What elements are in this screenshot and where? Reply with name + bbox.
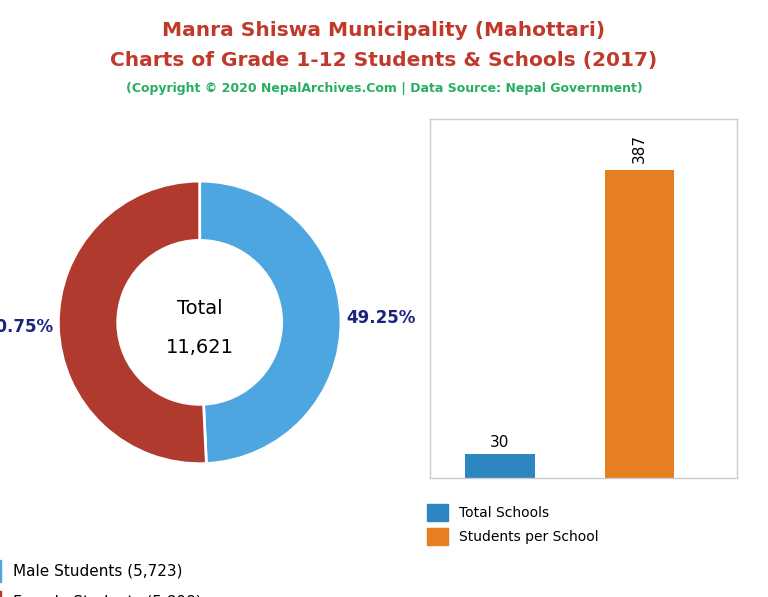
Text: (Copyright © 2020 NepalArchives.Com | Data Source: Nepal Government): (Copyright © 2020 NepalArchives.Com | Da… xyxy=(126,82,642,96)
Bar xyxy=(465,454,535,478)
Text: 387: 387 xyxy=(632,134,647,163)
Text: 50.75%: 50.75% xyxy=(0,318,54,336)
Text: 49.25%: 49.25% xyxy=(346,309,415,327)
Text: Manra Shiswa Municipality (Mahottari): Manra Shiswa Municipality (Mahottari) xyxy=(163,21,605,40)
Legend: Total Schools, Students per School: Total Schools, Students per School xyxy=(422,499,604,551)
Wedge shape xyxy=(58,181,207,464)
Wedge shape xyxy=(200,181,341,463)
Text: Total: Total xyxy=(177,298,223,318)
Legend: Male Students (5,723), Female Students (5,898): Male Students (5,723), Female Students (… xyxy=(0,554,207,597)
Bar xyxy=(604,170,674,478)
Text: 30: 30 xyxy=(490,435,510,450)
Text: 11,621: 11,621 xyxy=(166,338,233,358)
Text: Charts of Grade 1-12 Students & Schools (2017): Charts of Grade 1-12 Students & Schools … xyxy=(111,51,657,70)
